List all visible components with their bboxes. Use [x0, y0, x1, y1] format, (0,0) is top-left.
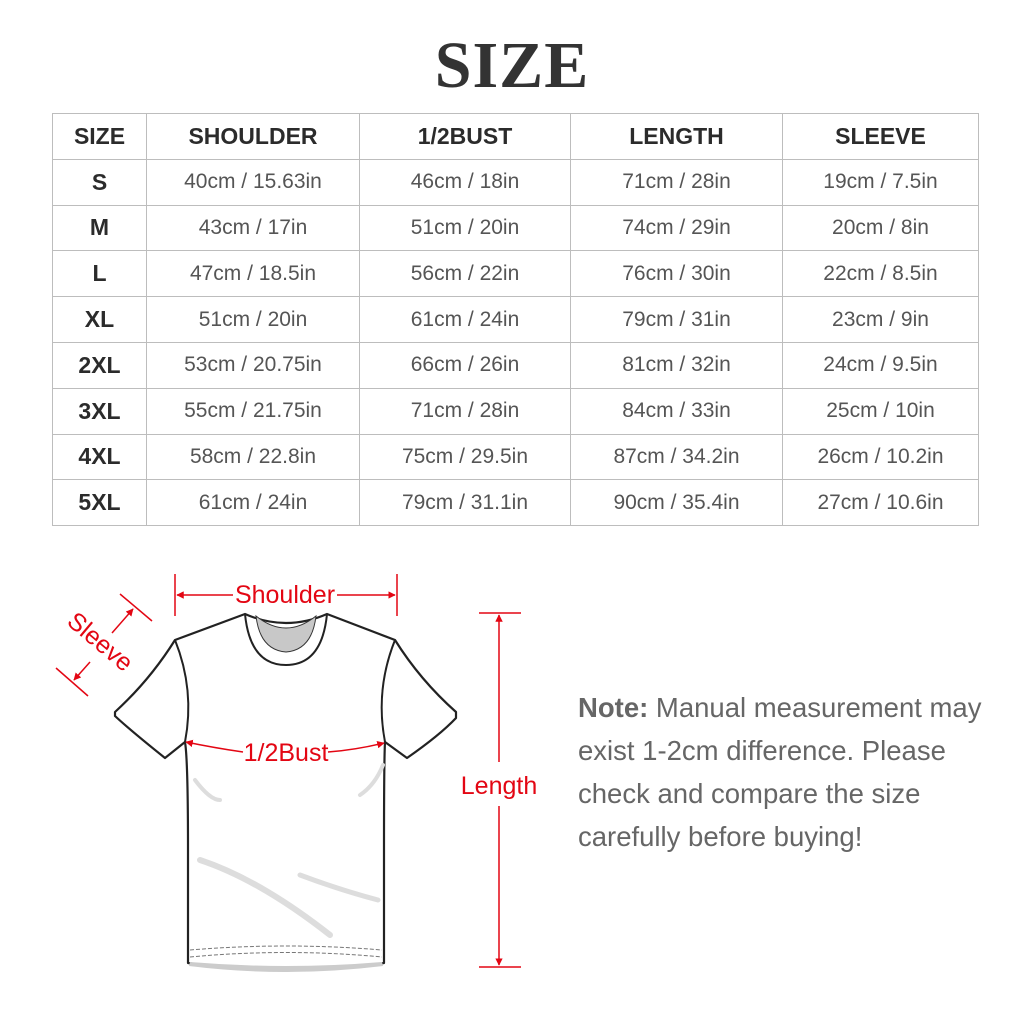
measurement-cell: 51cm / 20in [146, 296, 360, 343]
measurement-cell: 19cm / 7.5in [782, 158, 979, 206]
measurement-cell: 40cm / 15.63in [146, 158, 360, 206]
table-row: 2XL 53cm / 20.75in 66cm / 26in 81cm / 32in 2… [52, 341, 979, 389]
table-row: L 47cm / 18.5in 56cm / 22in 76cm / 30in 22cm… [52, 250, 979, 298]
measurement-cell: 71cm / 28in [359, 387, 571, 435]
column-header: SLEEVE [782, 113, 979, 160]
bust-measure: 1/2Bust [185, 739, 385, 767]
length-label: Length [461, 772, 537, 800]
column-header: LENGTH [570, 113, 783, 160]
note-text: Manual measurement may exist 1-2cm diffe… [578, 692, 982, 852]
note-label: Note: [578, 692, 649, 723]
measurement-cell: 79cm / 31.1in [359, 479, 571, 527]
note: Note: Manual measurement may exist 1-2cm… [578, 686, 998, 858]
column-header: 1/2BUST [359, 113, 571, 160]
measurement-cell: 56cm / 22in [359, 250, 571, 298]
table-row: 5XL 61cm / 24in 79cm / 31.1in 90cm / 35.4in… [52, 479, 979, 527]
measurement-cell: 55cm / 21.75in [146, 387, 360, 435]
measurement-cell: 87cm / 34.2in [570, 433, 783, 481]
table-row: XL 51cm / 20in 61cm / 24in 79cm / 31in 23cm … [52, 296, 979, 343]
shoulder-measure: Shoulder [174, 574, 398, 616]
measurement-cell: 71cm / 28in [570, 158, 783, 206]
measurement-cell: 61cm / 24in [146, 479, 360, 527]
measurement-cell: 76cm / 30in [570, 250, 783, 298]
measurement-cell: 75cm / 29.5in [359, 433, 571, 481]
table-row: S 40cm / 15.63in 46cm / 18in 71cm / 28in 19c… [52, 158, 979, 206]
size-cell: S [52, 158, 147, 206]
measurement-cell: 47cm / 18.5in [146, 250, 360, 298]
size-cell: 3XL [52, 387, 147, 435]
measurement-cell: 81cm / 32in [570, 341, 783, 389]
measurement-cell: 20cm / 8in [782, 204, 979, 252]
measurement-cell: 58cm / 22.8in [146, 433, 360, 481]
size-cell: 5XL [52, 479, 147, 527]
measurement-cell: 79cm / 31in [570, 296, 783, 343]
table-row: 3XL 55cm / 21.75in 71cm / 28in 84cm / 33in 2… [52, 387, 979, 435]
page-title: SIZE [434, 29, 590, 102]
measurement-cell: 25cm / 10in [782, 387, 979, 435]
measurement-cell: 24cm / 9.5in [782, 341, 979, 389]
measurement-cell: 90cm / 35.4in [570, 479, 783, 527]
size-cell: XL [52, 296, 147, 343]
size-table: SIZE SHOULDER 1/2BUST LENGTH SLEEVE S 40cm / … [52, 113, 979, 527]
measurement-cell: 22cm / 8.5in [782, 250, 979, 298]
size-cell: 4XL [52, 433, 147, 481]
table-row: 4XL 58cm / 22.8in 75cm / 29.5in 87cm / 34.2… [52, 433, 979, 481]
measurement-cell: 43cm / 17in [146, 204, 360, 252]
size-cell: L [52, 250, 147, 298]
measurement-cell: 23cm / 9in [782, 296, 979, 343]
tshirt-icon [113, 612, 458, 972]
measurement-cell: 27cm / 10.6in [782, 479, 979, 527]
bust-label: 1/2Bust [244, 739, 329, 767]
measurement-cell: 46cm / 18in [359, 158, 571, 206]
length-measure: Length [461, 612, 537, 968]
measurement-cell: 53cm / 20.75in [146, 341, 360, 389]
table-row: M 43cm / 17in 51cm / 20in 74cm / 29in 20cm /… [52, 204, 979, 252]
table-header-row: SIZE SHOULDER 1/2BUST LENGTH SLEEVE [52, 113, 979, 160]
shoulder-label: Shoulder [235, 581, 335, 609]
measurement-cell: 51cm / 20in [359, 204, 571, 252]
column-header: SIZE [52, 113, 147, 160]
sleeve-label: Sleeve [62, 607, 139, 678]
measurement-cell: 26cm / 10.2in [782, 433, 979, 481]
sleeve-measure: Sleeve [55, 593, 153, 697]
measurement-cell: 66cm / 26in [359, 341, 571, 389]
measurement-cell: 74cm / 29in [570, 204, 783, 252]
measurement-cell: 84cm / 33in [570, 387, 783, 435]
